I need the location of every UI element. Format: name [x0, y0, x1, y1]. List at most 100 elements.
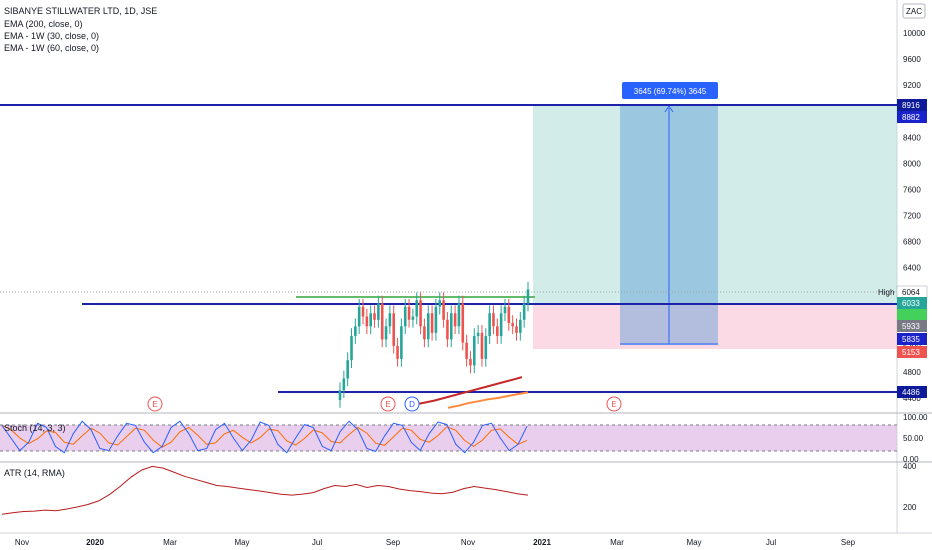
- candle-body: [480, 332, 484, 359]
- candle-body: [419, 300, 422, 327]
- event-label: D: [409, 400, 415, 409]
- candle-body: [357, 306, 361, 327]
- currency-label: ZAC: [906, 7, 922, 16]
- price-tick-label: 7600: [903, 185, 921, 194]
- time-tick-label: May: [234, 538, 249, 547]
- event-label: E: [611, 400, 616, 409]
- candle-body: [449, 313, 453, 340]
- candle-body: [403, 306, 407, 327]
- measure-label: 3645 (69.74%) 3645: [634, 87, 707, 96]
- candle-body: [484, 336, 488, 359]
- candle-body: [446, 319, 449, 340]
- candle-body: [373, 313, 376, 320]
- time-tick-label: May: [686, 538, 701, 547]
- candle-body: [465, 342, 468, 359]
- time-axis-ticks: Nov 2020 Mar May Jul Sep Nov 2021 Mar May Jul Sep: [15, 538, 856, 547]
- candle-body: [507, 306, 511, 324]
- currency-button[interactable]: [902, 3, 926, 19]
- time-tick-label: 2021: [533, 538, 551, 547]
- candle-body: [453, 313, 457, 327]
- legend-ema-1w-60[interactable]: EMA - 1W (60, close, 0): [4, 43, 99, 53]
- candle-body: [511, 323, 514, 327]
- event-earnings-1[interactable]: E: [147, 396, 163, 412]
- time-tick-label: 2020: [86, 538, 104, 547]
- candle-body: [350, 336, 353, 361]
- price-tag-8882: 8882: [897, 111, 927, 123]
- candle-body: [522, 303, 526, 320]
- time-tick-label: Sep: [386, 538, 401, 547]
- price-tag-label: 5153: [902, 348, 920, 357]
- candle-body: [346, 360, 349, 379]
- position-loss-zone[interactable]: [533, 304, 897, 349]
- atr-tick-label: 200: [903, 503, 917, 512]
- candle-body: [361, 306, 365, 317]
- price-tick-label: 9200: [903, 81, 921, 90]
- candle-body: [488, 313, 491, 337]
- candle-body: [411, 316, 415, 320]
- ema-200-line: [404, 376, 523, 407]
- time-tick-label: Sep: [841, 538, 856, 547]
- price-tick-label: 4800: [903, 368, 921, 377]
- stoch-k-line: [1, 420, 528, 454]
- measure-label-bg[interactable]: [622, 82, 718, 99]
- price-tag-green: [897, 309, 927, 320]
- time-tick-label: Mar: [610, 538, 624, 547]
- candle-body: [442, 300, 445, 320]
- time-tick-label: Jul: [312, 538, 322, 547]
- price-tick-label: 4400: [903, 394, 921, 403]
- candle-body: [526, 289, 530, 304]
- stoch-title[interactable]: Stoch (14, 3, 3): [4, 423, 66, 433]
- price-tag-6033: 6033: [897, 297, 927, 309]
- stoch-d-line: [1, 424, 528, 448]
- event-earnings-3[interactable]: E: [606, 396, 622, 412]
- candle-body: [492, 313, 495, 327]
- position-profit-zone[interactable]: [533, 105, 897, 304]
- candle-body: [499, 313, 503, 337]
- candle-body: [472, 336, 476, 366]
- candle-body: [457, 303, 461, 327]
- time-tick-label: Jul: [766, 538, 776, 547]
- stoch-tick-label: 0.00: [903, 455, 919, 464]
- candle-body: [461, 303, 465, 343]
- candle-body: [469, 358, 472, 366]
- stoch-axis-ticks: 100.00 50.00 0.00: [903, 413, 928, 464]
- candle-body: [407, 306, 411, 320]
- candle-body: [519, 319, 522, 333]
- candles: [338, 281, 530, 408]
- candle-body: [434, 306, 438, 333]
- candle-body: [369, 313, 372, 327]
- event-earnings-2[interactable]: E: [380, 396, 396, 412]
- chart-title[interactable]: SIBANYE STILLWATER LTD, 1D, JSE: [4, 6, 157, 16]
- legend-ema-1w-30[interactable]: EMA - 1W (30, close, 0): [4, 31, 99, 41]
- candle-body: [515, 326, 518, 333]
- price-tag-label: 8916: [902, 101, 920, 110]
- event-label: E: [152, 400, 157, 409]
- legend-ema-200[interactable]: EMA (200, close, 0): [4, 19, 83, 29]
- atr-title[interactable]: ATR (14, RMA): [4, 468, 65, 478]
- candle-body: [503, 306, 507, 314]
- event-dividend[interactable]: D: [404, 396, 420, 412]
- price-tag-label: 5835: [902, 335, 920, 344]
- candle-body: [380, 303, 384, 340]
- event-label: E: [385, 400, 390, 409]
- atr-axis-ticks: 400 200: [903, 462, 917, 512]
- price-axis[interactable]: [897, 0, 932, 533]
- candle-body: [377, 303, 380, 320]
- price-tag-label: 8882: [902, 113, 920, 122]
- time-tick-label: Nov: [461, 538, 475, 547]
- price-tag-4486: 4486: [897, 386, 927, 398]
- atr-line: [1, 465, 529, 515]
- atr-pane[interactable]: [0, 463, 897, 533]
- candle-body: [430, 313, 434, 333]
- candle-body: [388, 313, 392, 327]
- price-tick-label: 6400: [903, 264, 921, 273]
- price-tick-label: 7200: [903, 212, 921, 221]
- ema-1w-60-line: [447, 391, 529, 409]
- candle-body: [415, 300, 419, 317]
- candle-body: [342, 378, 346, 391]
- price-tick-label: 8400: [903, 133, 921, 142]
- candle-body: [338, 390, 342, 400]
- atr-tick-label: 400: [903, 462, 917, 471]
- candle-body: [392, 313, 396, 346]
